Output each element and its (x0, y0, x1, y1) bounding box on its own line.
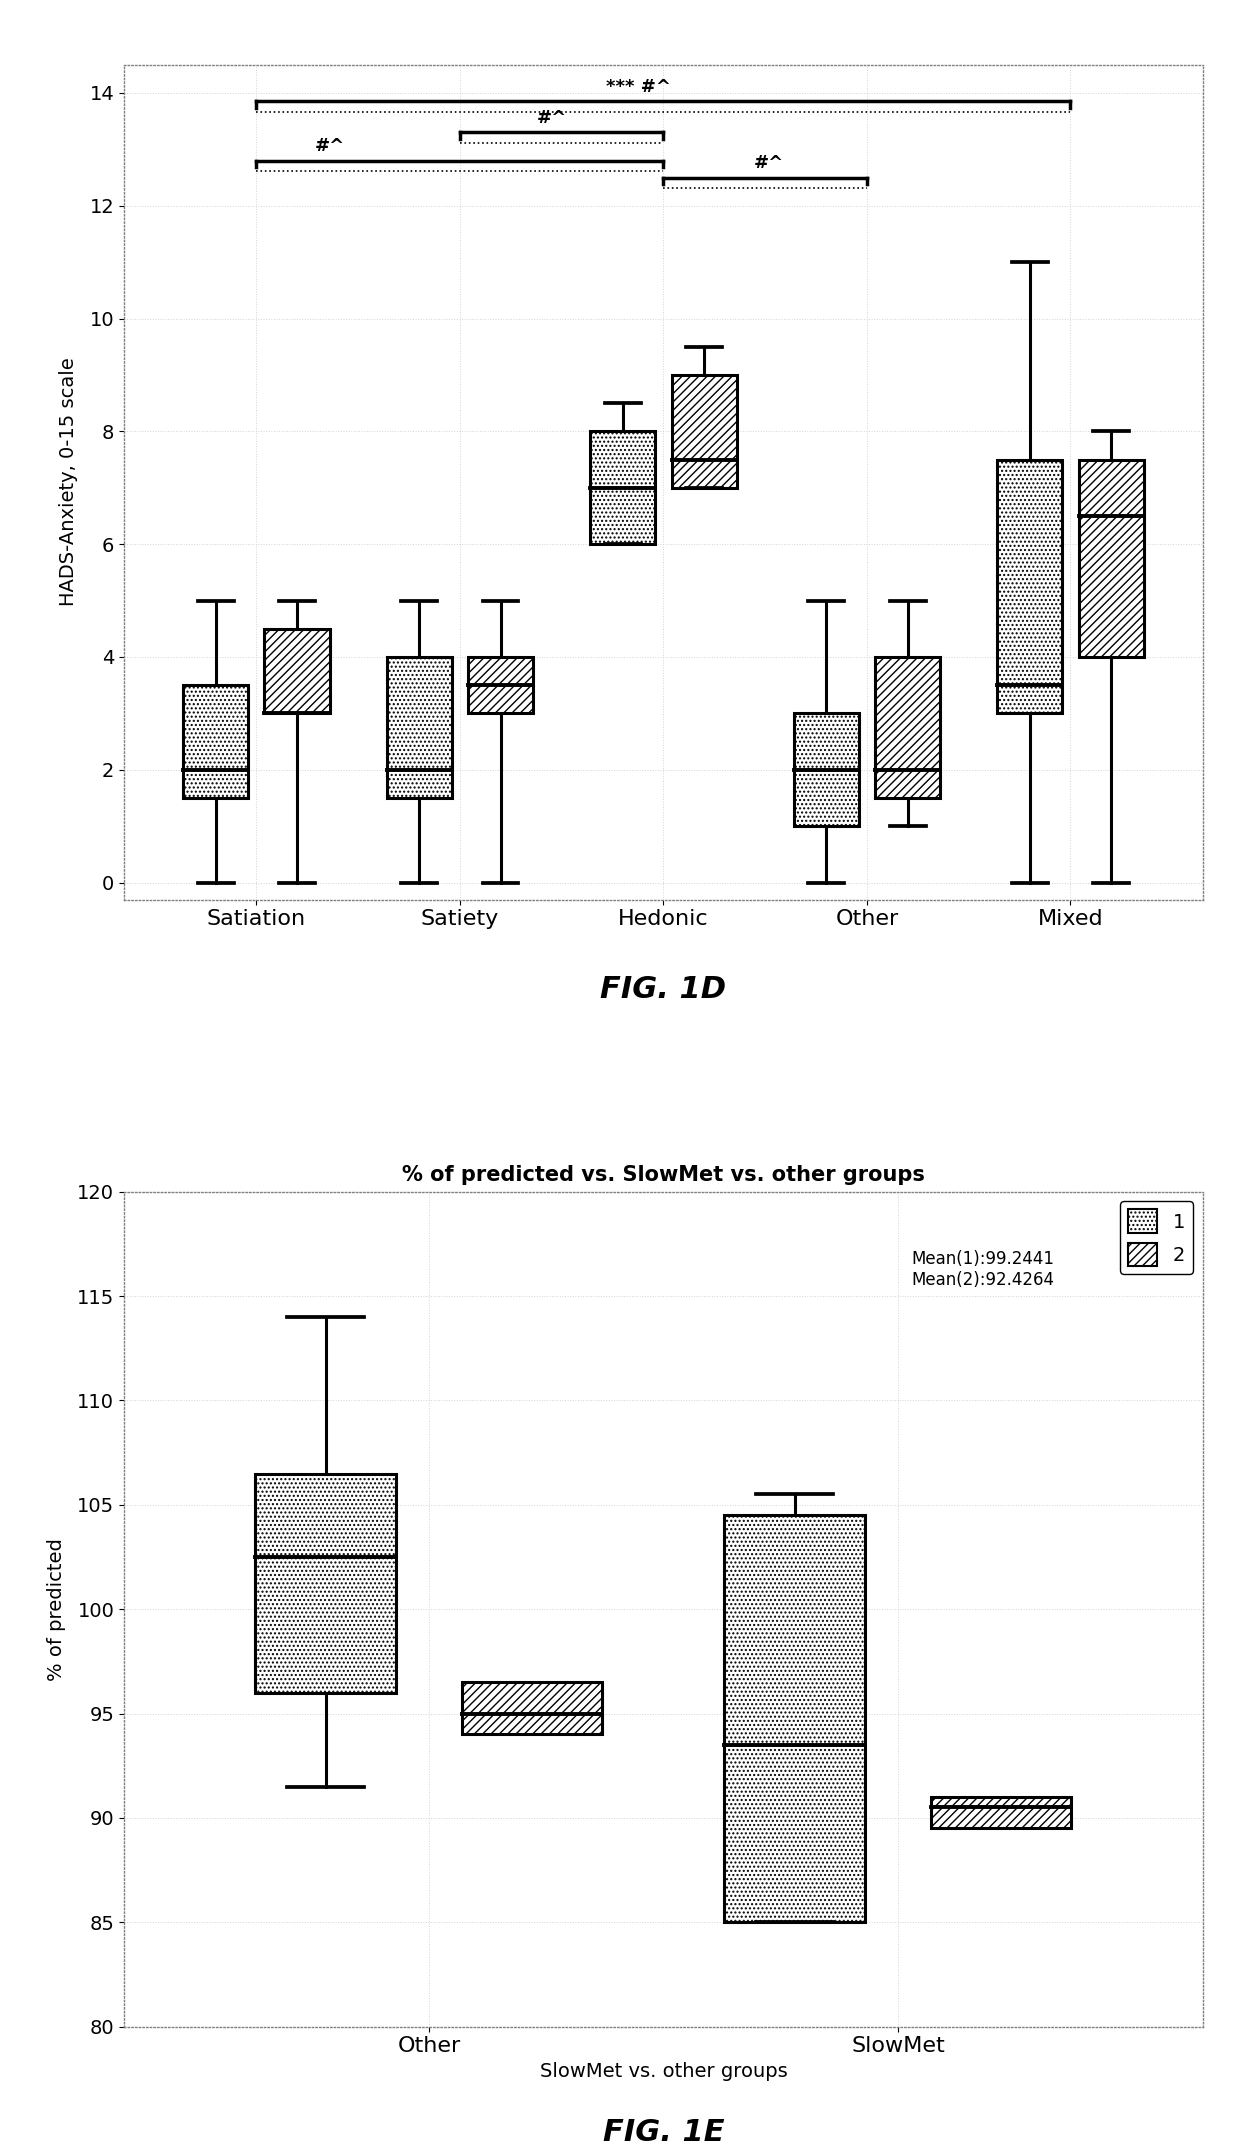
Bar (997, 459, 1063, 714)
Bar (387, 658, 451, 798)
Bar (264, 630, 330, 714)
X-axis label: SlowMet vs. other groups: SlowMet vs. other groups (539, 2061, 787, 2081)
Bar (794, 714, 859, 826)
Text: #^: #^ (537, 108, 567, 127)
Y-axis label: HADS-Anxiety, 0-15 scale: HADS-Anxiety, 0-15 scale (60, 358, 78, 606)
Title: % of predicted vs. SlowMet vs. other groups: % of predicted vs. SlowMet vs. other gro… (402, 1164, 925, 1184)
Bar (931, 1798, 1071, 1828)
Bar (461, 1682, 603, 1733)
Bar (255, 1473, 396, 1692)
Legend: 1, 2: 1, 2 (1121, 1201, 1193, 1274)
Y-axis label: % of predicted: % of predicted (47, 1537, 66, 1682)
Text: #^: #^ (315, 138, 345, 155)
Bar (467, 658, 533, 714)
Text: FIG. 1E: FIG. 1E (603, 2119, 724, 2147)
Bar (1079, 459, 1143, 658)
Bar (590, 431, 655, 543)
Bar (672, 375, 737, 487)
Bar (875, 658, 940, 798)
Text: Mean(1):99.2441
Mean(2):92.4264: Mean(1):99.2441 Mean(2):92.4264 (911, 1250, 1054, 1289)
Text: *** #^: *** #^ (606, 78, 672, 95)
Text: FIG. 1D: FIG. 1D (600, 975, 727, 1005)
Bar (724, 1516, 866, 1923)
Text: #^: #^ (754, 153, 785, 172)
Bar (184, 686, 248, 798)
